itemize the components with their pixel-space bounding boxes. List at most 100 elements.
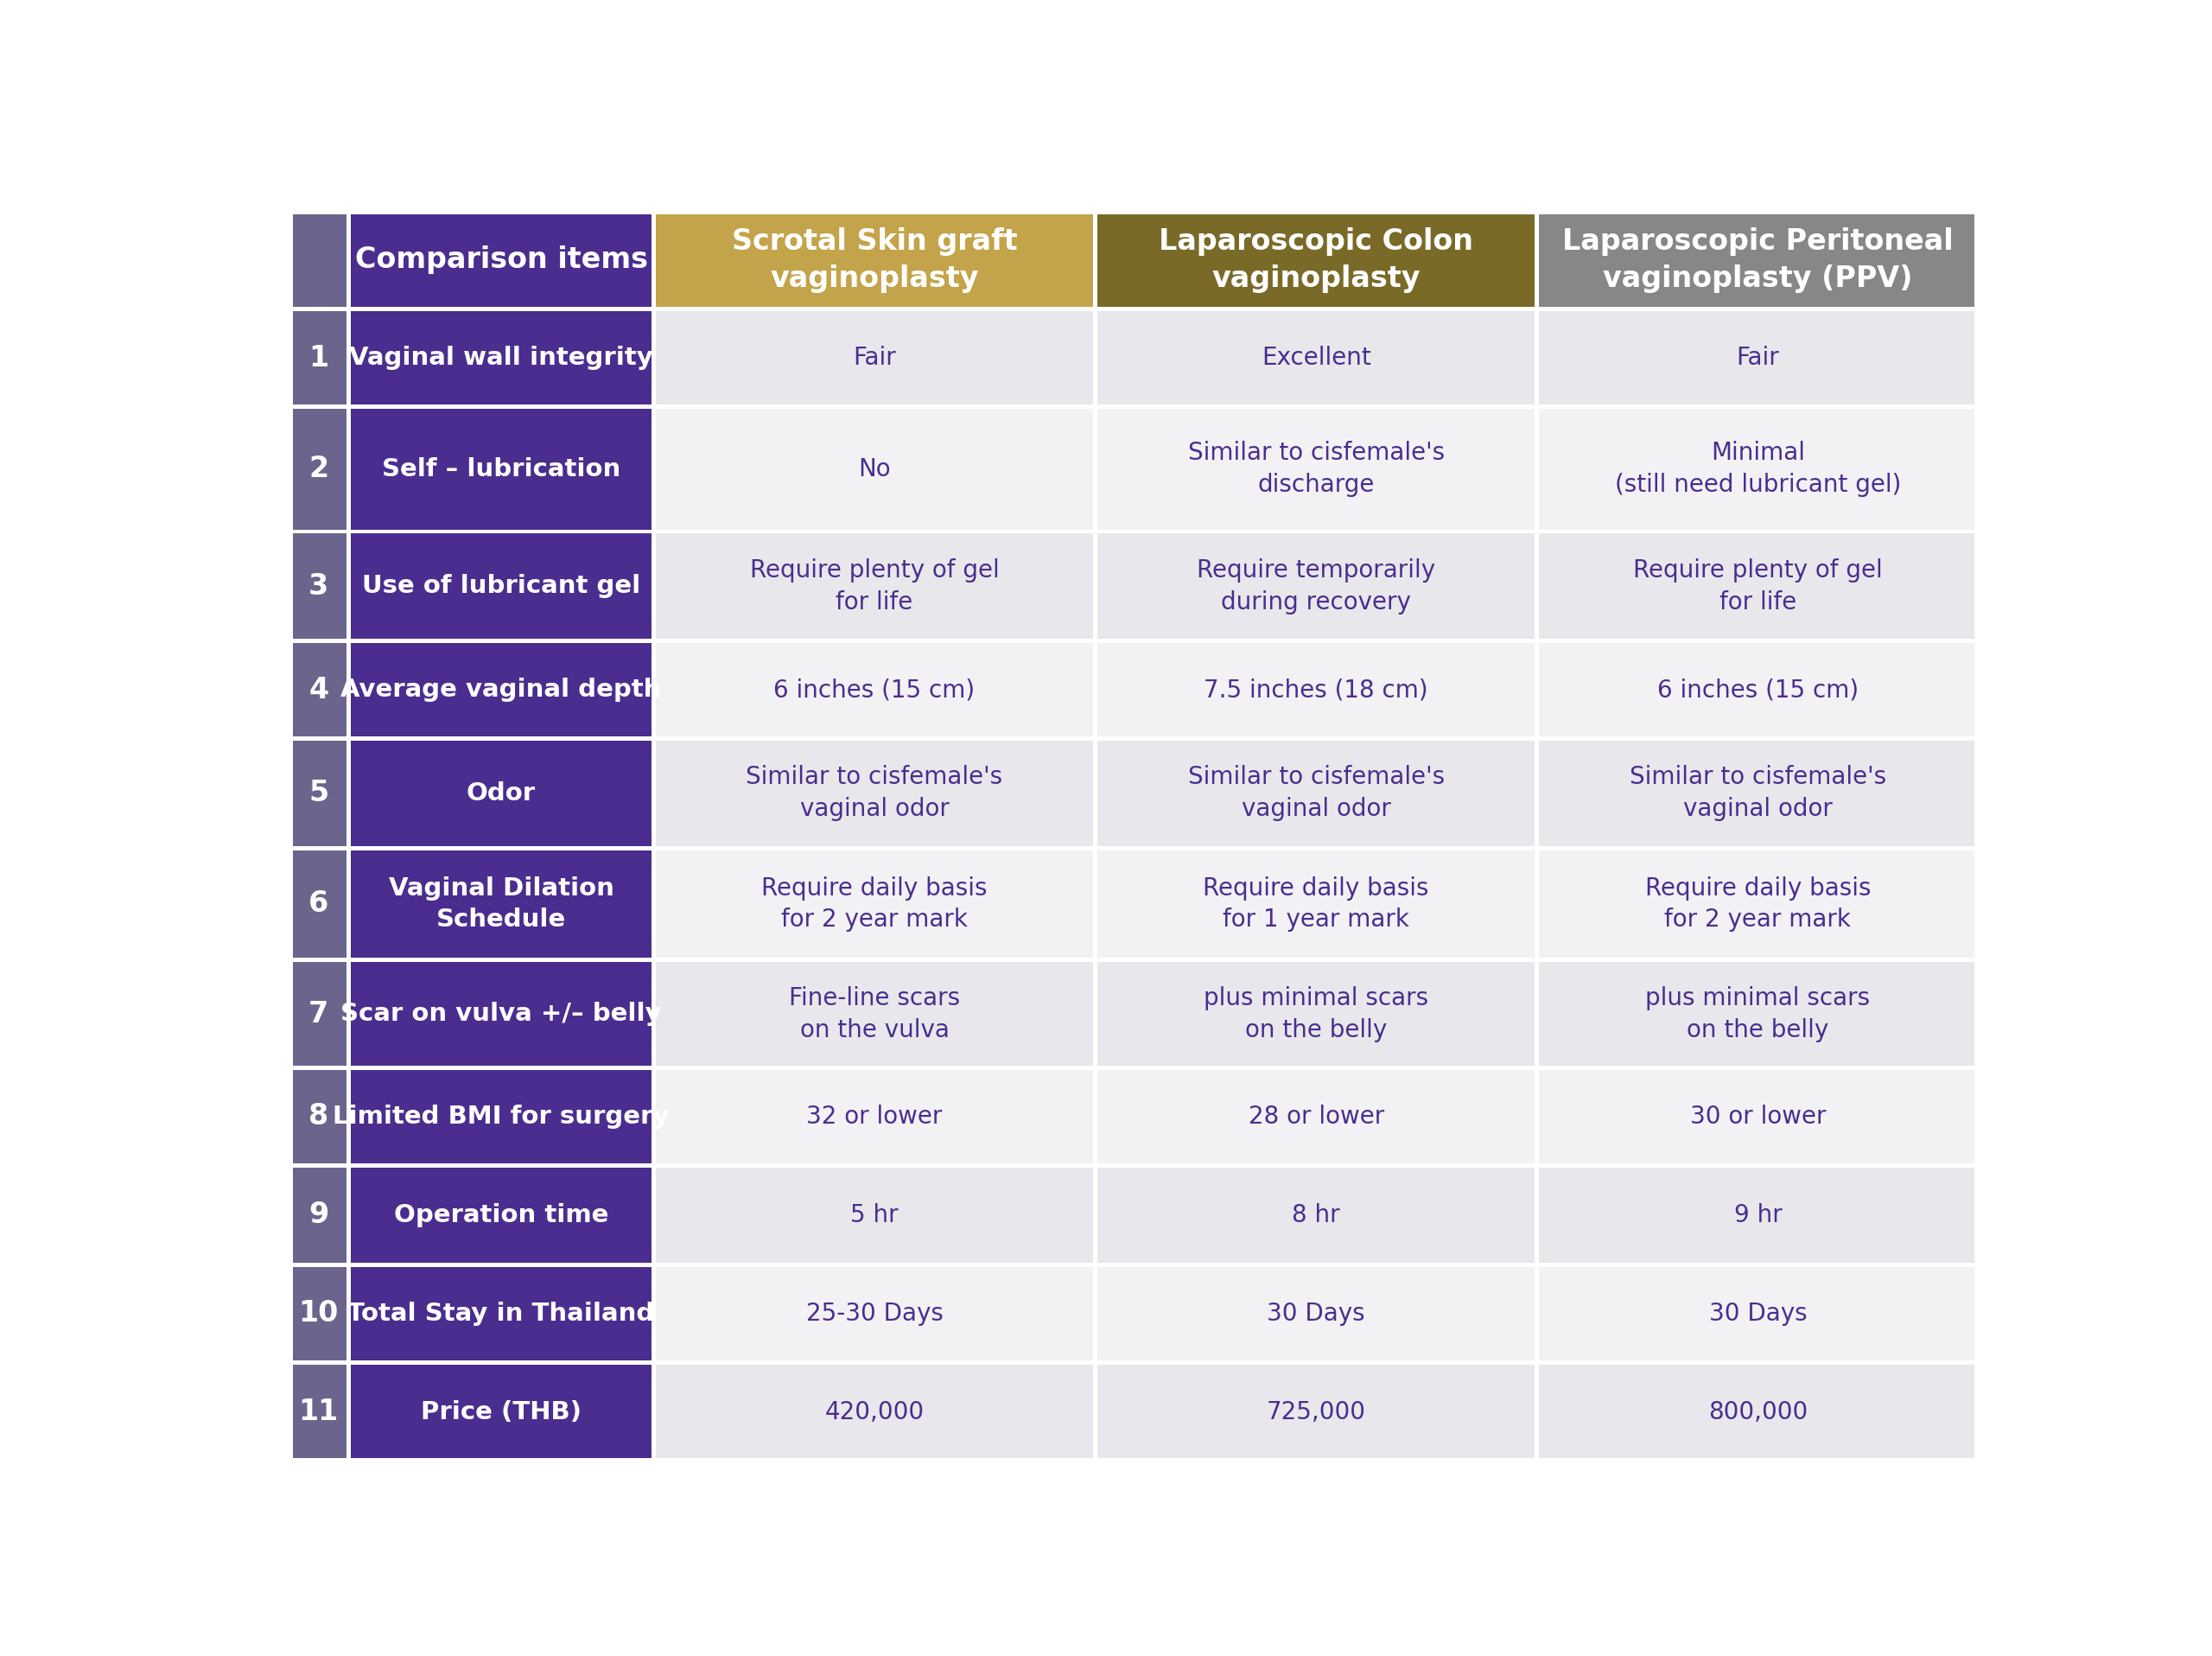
- Text: 11: 11: [299, 1398, 338, 1426]
- Bar: [349, 407, 653, 532]
- Bar: [653, 1166, 1095, 1265]
- Text: 32 or lower: 32 or lower: [807, 1105, 942, 1129]
- Bar: [1095, 407, 1537, 532]
- Text: 3: 3: [310, 571, 330, 601]
- Text: Comparison items: Comparison items: [354, 245, 648, 275]
- Text: 5 hr: 5 hr: [849, 1202, 898, 1227]
- Bar: [653, 641, 1095, 739]
- Bar: [1537, 641, 1980, 739]
- Bar: [1537, 960, 1980, 1068]
- Bar: [349, 739, 653, 848]
- Bar: [1537, 407, 1980, 532]
- Text: 30 Days: 30 Days: [1710, 1302, 1807, 1326]
- Bar: [653, 739, 1095, 848]
- Bar: [288, 1264, 1980, 1267]
- Bar: [1093, 210, 1097, 1462]
- Text: 4: 4: [310, 676, 330, 704]
- Bar: [288, 960, 349, 1068]
- Text: Similar to cisfemale's
vaginal odor: Similar to cisfemale's vaginal odor: [1630, 765, 1887, 821]
- Text: 800,000: 800,000: [1708, 1399, 1807, 1424]
- Text: Total Stay in Thailand: Total Stay in Thailand: [347, 1302, 655, 1326]
- Bar: [288, 1166, 349, 1265]
- Text: Scar on vulva +/– belly: Scar on vulva +/– belly: [341, 1002, 661, 1027]
- Bar: [288, 530, 1980, 533]
- Bar: [288, 737, 1980, 740]
- Text: Price (THB): Price (THB): [420, 1399, 582, 1424]
- Text: Odor: Odor: [467, 782, 535, 805]
- Bar: [347, 210, 352, 1462]
- Bar: [1095, 739, 1537, 848]
- Text: Similar to cisfemale's
vaginal odor: Similar to cisfemale's vaginal odor: [1188, 765, 1444, 821]
- Text: Vaginal wall integrity: Vaginal wall integrity: [349, 346, 653, 371]
- Bar: [288, 308, 1980, 311]
- Text: 8: 8: [310, 1103, 330, 1131]
- Bar: [349, 641, 653, 739]
- Bar: [288, 848, 349, 960]
- Text: Similar to cisfemale's
discharge: Similar to cisfemale's discharge: [1188, 440, 1444, 497]
- Text: Average vaginal depth: Average vaginal depth: [341, 677, 661, 702]
- Bar: [1095, 641, 1537, 739]
- Bar: [288, 210, 1980, 215]
- Bar: [1537, 532, 1980, 641]
- Text: plus minimal scars
on the belly: plus minimal scars on the belly: [1646, 985, 1871, 1042]
- Text: 6 inches (15 cm): 6 inches (15 cm): [774, 677, 975, 702]
- Bar: [349, 960, 653, 1068]
- Bar: [288, 1457, 1980, 1462]
- Bar: [653, 407, 1095, 532]
- Text: Self – lubrication: Self – lubrication: [383, 457, 622, 482]
- Text: plus minimal scars
on the belly: plus minimal scars on the belly: [1203, 985, 1429, 1042]
- Bar: [1978, 210, 1980, 1462]
- Bar: [349, 310, 653, 407]
- Bar: [1537, 739, 1980, 848]
- Bar: [349, 532, 653, 641]
- Text: 420,000: 420,000: [825, 1399, 925, 1424]
- Text: 6: 6: [310, 889, 330, 919]
- Bar: [288, 846, 1980, 850]
- Bar: [288, 310, 349, 407]
- Text: Require temporarily
during recovery: Require temporarily during recovery: [1197, 558, 1436, 614]
- Text: No: No: [858, 457, 891, 482]
- Bar: [288, 1068, 349, 1166]
- Text: Require plenty of gel
for life: Require plenty of gel for life: [750, 558, 1000, 614]
- Text: Fine-line scars
on the vulva: Fine-line scars on the vulva: [790, 985, 960, 1042]
- Bar: [1095, 848, 1537, 960]
- Text: 30 or lower: 30 or lower: [1690, 1105, 1825, 1129]
- Bar: [288, 1265, 349, 1363]
- Text: Operation time: Operation time: [394, 1202, 608, 1227]
- Bar: [288, 1361, 1980, 1365]
- Text: 7.5 inches (18 cm): 7.5 inches (18 cm): [1203, 677, 1429, 702]
- Bar: [1537, 1265, 1980, 1363]
- Bar: [1095, 532, 1537, 641]
- Text: Require daily basis
for 2 year mark: Require daily basis for 2 year mark: [1646, 876, 1871, 932]
- Bar: [349, 1068, 653, 1166]
- Bar: [1095, 210, 1537, 310]
- Text: Require daily basis
for 1 year mark: Require daily basis for 1 year mark: [1203, 876, 1429, 932]
- Bar: [653, 848, 1095, 960]
- Bar: [288, 404, 1980, 409]
- Bar: [288, 1461, 1980, 1464]
- Bar: [288, 739, 349, 848]
- Bar: [653, 532, 1095, 641]
- Text: Limited BMI for surgery: Limited BMI for surgery: [334, 1105, 670, 1129]
- Text: Laparoscopic Colon
vaginoplasty: Laparoscopic Colon vaginoplasty: [1159, 227, 1473, 293]
- Bar: [1537, 1068, 1980, 1166]
- Bar: [288, 639, 1980, 643]
- Bar: [1095, 960, 1537, 1068]
- Text: Use of lubricant gel: Use of lubricant gel: [363, 575, 641, 598]
- Bar: [349, 210, 653, 310]
- Bar: [288, 210, 290, 1462]
- Bar: [288, 641, 349, 739]
- Text: 5: 5: [310, 778, 330, 808]
- Bar: [288, 1066, 1980, 1070]
- Bar: [653, 960, 1095, 1068]
- Bar: [653, 1265, 1095, 1363]
- Bar: [1535, 210, 1540, 1462]
- Bar: [288, 959, 1980, 962]
- Bar: [349, 848, 653, 960]
- Text: 725,000: 725,000: [1267, 1399, 1365, 1424]
- Bar: [1095, 1265, 1537, 1363]
- Text: Vaginal Dilation
Schedule: Vaginal Dilation Schedule: [389, 876, 615, 932]
- Text: 6 inches (15 cm): 6 inches (15 cm): [1657, 677, 1858, 702]
- Bar: [1095, 1068, 1537, 1166]
- Bar: [288, 1164, 1980, 1167]
